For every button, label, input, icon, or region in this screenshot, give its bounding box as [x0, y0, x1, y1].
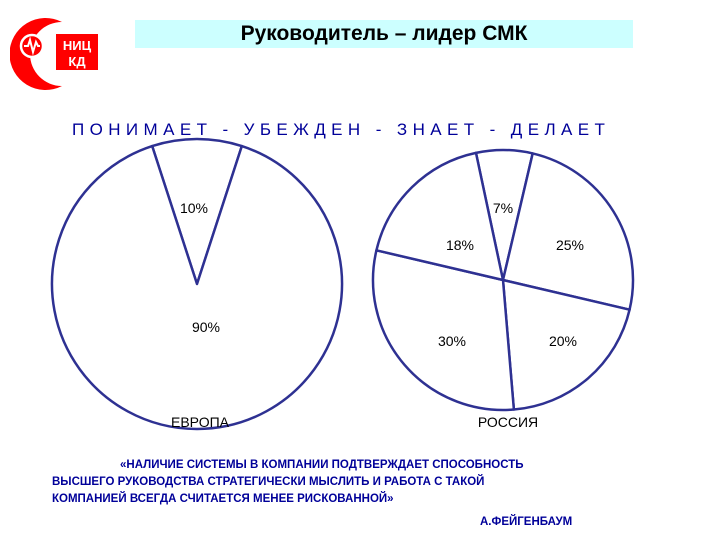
subtitle: ПОНИМАЕТ - УБЕЖДЕН - ЗНАЕТ - ДЕЛАЕТ — [72, 120, 611, 139]
pie-europe-label-1: 90% — [192, 319, 220, 335]
pie-europe-slice-0 — [150, 137, 244, 286]
pie-russia-caption: РОССИЯ — [478, 414, 538, 430]
quote-line-3: КОМПАНИЕЙ ВСЕГДА СЧИТАЕТСЯ МЕНЕЕ РИСКОВА… — [52, 493, 394, 505]
pie-russia-label-0: 7% — [493, 200, 513, 216]
pie-europe-slice-1 — [50, 144, 344, 431]
pie-russia-label-4: 18% — [446, 237, 474, 253]
pie-russia-label-2: 20% — [549, 333, 577, 349]
pie-europe-caption: ЕВРОПА — [171, 414, 230, 430]
pie-russia-label-1: 25% — [556, 237, 584, 253]
pie-russia-slice-1 — [501, 152, 635, 311]
pie-russia-slice-2 — [501, 278, 631, 411]
pie-russia-slice-4 — [375, 151, 505, 282]
logo-crescent — [9, 18, 62, 90]
pie-europe: 10% 90% — [50, 137, 344, 431]
pie-russia-slice-3 — [371, 249, 516, 412]
quote-line-2: ВЫСШЕГО РУКОВОДСТВА СТРАТЕГИЧЕСКИ МЫСЛИТ… — [52, 476, 485, 488]
quote-author: А.ФЕЙГЕНБАУМ — [480, 516, 573, 528]
quote-line-1: «НАЛИЧИЕ СИСТЕМЫ В КОМПАНИИ ПОДТВЕРЖДАЕТ… — [120, 459, 524, 471]
pie-russia: 7% 25% 20% 30% 18% — [371, 148, 635, 412]
page-title: Руководитель – лидер СМК — [135, 20, 633, 48]
nick-logo: НИЦ КД — [9, 12, 106, 94]
logo-text-2: КД — [68, 54, 86, 69]
pie-europe-label-0: 10% — [180, 200, 208, 216]
quote: «НАЛИЧИЕ СИСТЕМЫ В КОМПАНИИ ПОДТВЕРЖДАЕТ… — [52, 457, 652, 508]
logo-text-1: НИЦ — [63, 38, 92, 53]
pie-russia-label-3: 30% — [438, 333, 466, 349]
